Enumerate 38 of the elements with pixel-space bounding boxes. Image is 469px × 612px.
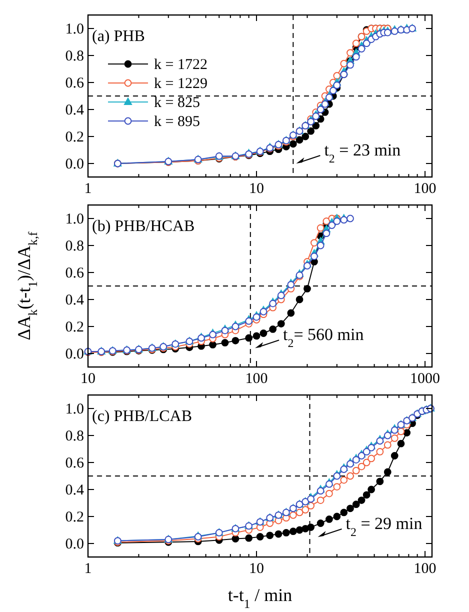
y-tick-label: 0.2 <box>65 320 84 336</box>
y-tick-label: 0.2 <box>65 130 84 146</box>
y-tick-label: 0.0 <box>65 536 84 552</box>
x-tick-label: 10 <box>249 181 264 197</box>
y-tick-label: 1.0 <box>65 22 84 38</box>
legend-label: k = 825 <box>154 95 200 111</box>
x-tick-label: 1 <box>84 181 92 197</box>
y-tick-label: 0.2 <box>65 510 84 526</box>
x-tick-label: 1000 <box>410 371 440 387</box>
legend-label: k = 895 <box>154 114 200 130</box>
text: (c) PHB/LCAB <box>92 408 192 425</box>
y-tick-label: 0.6 <box>65 456 84 472</box>
y-tick-label: 1.0 <box>65 212 84 228</box>
x-tick-label: 100 <box>414 561 436 577</box>
y-tick-label: 1.0 <box>65 402 84 418</box>
x-tick-label: 100 <box>414 181 436 197</box>
annotation: t$_{2}$ = 29 min <box>346 514 423 539</box>
y-tick-label: 0.4 <box>65 102 84 118</box>
text: (b) PHB/HCAB <box>92 218 195 235</box>
y-tick-label: 0.0 <box>65 156 84 172</box>
legend-label: k = 1722 <box>154 57 208 73</box>
y-tick-label: 0.6 <box>65 76 84 92</box>
y-tick-label: 0.8 <box>65 48 84 64</box>
y-tick-label: 0.4 <box>65 292 84 308</box>
x-tick-label: 1 <box>84 561 92 577</box>
x-tick-label: 100 <box>245 371 268 387</box>
y-tick-label: 0.0 <box>65 346 84 362</box>
x-axis-title: t-t$_{1}$ / min <box>228 585 292 611</box>
legend-label: k = 1229 <box>154 76 208 92</box>
y-tick-label: 0.8 <box>65 428 84 444</box>
y-tick-label: 0.6 <box>65 266 84 282</box>
annotation: t$_{2}$= 560 min <box>283 325 364 350</box>
y-tick-label: 0.8 <box>65 238 84 254</box>
text: (a) PHB <box>92 28 145 45</box>
x-tick-label: 10 <box>80 371 96 387</box>
y-tick-label: 0.4 <box>65 482 84 498</box>
x-tick-label: 10 <box>249 561 264 577</box>
annotation: t$_{2}$ = 23 min <box>324 140 402 166</box>
